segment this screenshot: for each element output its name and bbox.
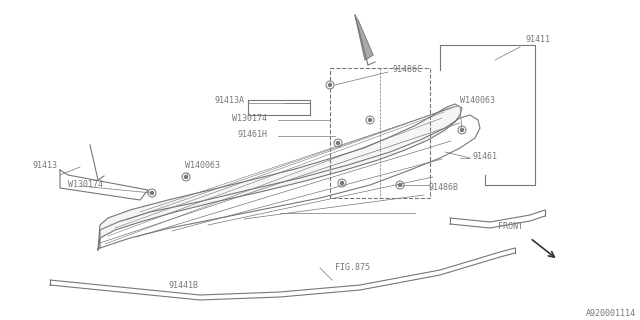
Text: 91413A: 91413A (214, 95, 244, 105)
Polygon shape (98, 104, 462, 250)
Bar (330, 68, 430, 198)
Circle shape (399, 183, 401, 187)
Circle shape (337, 141, 339, 145)
Text: 91486B: 91486B (428, 182, 458, 191)
Text: FIG.875: FIG.875 (335, 262, 370, 271)
Circle shape (184, 175, 188, 179)
Polygon shape (100, 115, 480, 248)
Text: 91441B: 91441B (168, 282, 198, 291)
Circle shape (328, 84, 332, 86)
Circle shape (369, 118, 371, 122)
Polygon shape (355, 15, 373, 60)
Text: W130174: W130174 (68, 180, 103, 188)
Text: 91486C: 91486C (392, 65, 422, 74)
Circle shape (461, 129, 463, 132)
Text: 91461H: 91461H (237, 130, 267, 139)
Circle shape (340, 181, 344, 185)
Text: FRONT: FRONT (498, 221, 523, 230)
Text: W140063: W140063 (185, 161, 220, 170)
Text: W130174: W130174 (232, 114, 267, 123)
Text: 91411: 91411 (525, 35, 550, 44)
Text: 91461: 91461 (472, 151, 497, 161)
Circle shape (150, 191, 154, 195)
Text: 91413: 91413 (32, 161, 57, 170)
Text: A920001114: A920001114 (586, 308, 636, 317)
Text: W140063: W140063 (460, 96, 495, 105)
